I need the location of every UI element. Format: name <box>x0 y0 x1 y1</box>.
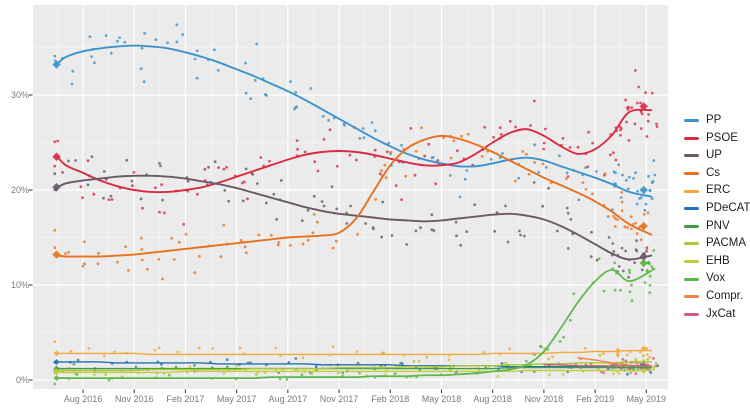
legend-item-vox: Vox <box>684 270 750 288</box>
y-axis-tick-label: 0% <box>15 375 29 385</box>
x-axis-tick-label: May 2019 <box>626 394 667 404</box>
x-axis-tick-label: Aug 2016 <box>63 394 103 404</box>
pdecat-trend-line <box>56 361 653 369</box>
pnv-trend-line <box>56 366 653 370</box>
vox-trend-line <box>56 268 653 380</box>
legend-item-pacma: PACMA <box>684 235 750 253</box>
x-axis-tick-label: Feb 2017 <box>166 394 205 404</box>
legend-label: ERC <box>706 184 731 197</box>
axis-tick-marks <box>29 94 647 393</box>
x-axis-tick-label: May 2017 <box>216 394 257 404</box>
y-axis-tick-label: 20% <box>10 185 29 195</box>
legend-label: Cs <box>706 166 721 179</box>
legend-label: EHB <box>706 254 730 267</box>
grid-minor <box>33 5 668 389</box>
legend-swatch-erc <box>684 189 699 193</box>
legend-swatch-psoe <box>684 136 699 140</box>
legend-item-cs: Cs <box>684 165 750 183</box>
legend-item-jxcat: JxCat <box>684 306 750 324</box>
x-axis-tick-label: Aug 2018 <box>473 394 512 404</box>
legend-swatch-pp <box>684 119 699 123</box>
x-axis-tick-label: Nov 2018 <box>524 394 564 404</box>
legend-item-ehb: EHB <box>684 253 750 271</box>
legend-swatch-cs <box>684 172 699 176</box>
legend-item-pp: PP <box>684 112 750 130</box>
end-marker-pp <box>639 185 648 195</box>
x-axis-tick-label: Nov 2016 <box>114 394 154 404</box>
legend-swatch-compr <box>684 295 699 299</box>
legend-label: PACMA <box>706 237 747 250</box>
legend-item-up: UP <box>684 147 750 165</box>
up-trend-line <box>56 174 653 261</box>
plot-panel <box>33 5 668 389</box>
start-marker-pdecat <box>53 358 60 365</box>
legend-label: UP <box>706 149 722 162</box>
pp-trend-line <box>56 44 653 198</box>
legend-label: PDeCAT <box>706 202 750 215</box>
cs-trend-line <box>56 134 653 258</box>
end-marker-cs <box>639 221 648 231</box>
legend-swatch-ehb <box>684 260 699 264</box>
start-marker-pp <box>52 60 61 69</box>
x-axis-tick-label: Nov 2017 <box>319 394 359 404</box>
legend-label: Compr. <box>706 289 744 302</box>
legend-swatch-pdecat <box>684 207 699 211</box>
start-marker-vox <box>53 375 60 382</box>
x-axis-tick-label: Aug 2017 <box>268 394 308 404</box>
y-axis-tick-label: 30% <box>10 90 29 100</box>
trend-lines-layer <box>56 44 653 380</box>
legend-label: Vox <box>706 272 726 285</box>
legend-swatch-pacma <box>684 242 699 246</box>
end-marker-psoe <box>639 102 648 111</box>
erc-trend-line <box>56 349 653 356</box>
legend-item-pnv: PNV <box>684 218 750 236</box>
legend: PP PSOE UP Cs ERC PDeCAT PNV PACMA EHB Vox Compr. J… <box>684 112 750 323</box>
start-marker-erc <box>53 350 60 357</box>
jxcat-trend-line <box>543 364 653 367</box>
legend-swatch-vox <box>684 277 699 281</box>
ehb-trend-line <box>56 369 653 374</box>
legend-swatch-pnv <box>684 224 699 228</box>
y-axis-tick-label: 10% <box>10 280 29 290</box>
legend-label: PSOE <box>706 131 738 144</box>
psoe-trend-line <box>56 108 653 194</box>
x-axis-tick-label: May 2018 <box>421 394 462 404</box>
legend-item-compr: Compr. <box>684 288 750 306</box>
pacma-trend-line <box>56 361 653 372</box>
legend-item-pdecat: PDeCAT <box>684 200 750 218</box>
legend-label: PNV <box>706 219 730 232</box>
grid-major <box>33 5 668 389</box>
legend-label: PP <box>706 114 722 127</box>
x-axis-tick-label: Feb 2018 <box>371 394 410 404</box>
up-poll-dots <box>53 155 651 279</box>
cs-poll-dots <box>53 126 650 281</box>
end-marker-vox <box>639 258 648 268</box>
legend-label: JxCat <box>706 307 736 320</box>
legend-item-erc: ERC <box>684 182 750 200</box>
legend-item-psoe: PSOE <box>684 130 750 148</box>
legend-swatch-jxcat <box>684 312 699 316</box>
x-axis-tick-label: Feb 2019 <box>576 394 615 404</box>
legend-swatch-up <box>684 154 699 158</box>
